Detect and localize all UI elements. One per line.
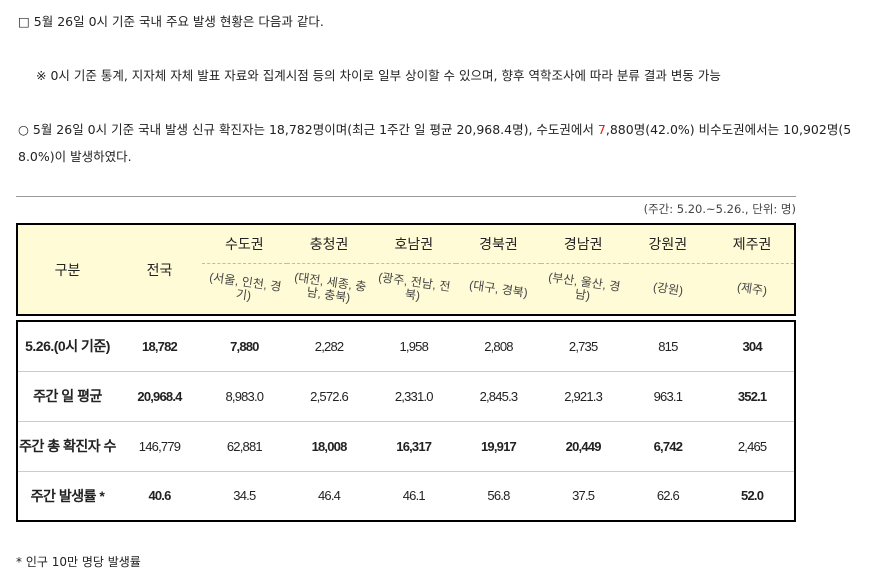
cell-total: 18,782 <box>142 338 178 354</box>
header-total: 전국 <box>117 224 202 315</box>
header-subregion: (대구, 경북) <box>456 263 541 315</box>
table-row: 5.26.(0시 기준) 18,782 7,880 2,282 1,958 2,… <box>17 321 795 371</box>
cell: 2,808 <box>484 338 513 354</box>
cell: 2,921.3 <box>540 370 626 421</box>
header-subregion: (대전, 세종, 충남, 충북) <box>286 263 372 315</box>
cell: 52.0 <box>710 470 795 521</box>
header-subregion: (제주) <box>710 263 795 315</box>
row-label: 주간 발생률 * <box>17 470 117 521</box>
cell: 963.1 <box>625 370 711 421</box>
cell: 1,958 <box>399 338 429 354</box>
cell: 20,449 <box>540 420 626 471</box>
cell: 2,282 <box>314 338 344 354</box>
row-label: 주간 총 확진자 수 <box>17 420 117 471</box>
cell: 16,317 <box>371 420 457 471</box>
cell: 352.1 <box>710 370 795 421</box>
cell: 2,572.6 <box>286 370 372 421</box>
cell: 37.5 <box>540 470 626 521</box>
cell: 8,983.0 <box>202 370 287 421</box>
cell: 46.4 <box>286 470 372 521</box>
header-region: 수도권 <box>202 224 287 264</box>
cell: 56.8 <box>456 470 541 521</box>
summary-line: □ 5월 26일 0시 기준 국내 주요 발생 현황은 다음과 같다. <box>18 14 324 29</box>
table-row: 주간 발생률 * 40.6 34.5 46.4 46.1 56.8 37.5 6… <box>17 470 795 521</box>
detail-text-b: ,880명(42.0%) 비수도권에서는 10,902명(5 <box>605 122 852 137</box>
table-body: 5.26.(0시 기준) 18,782 7,880 2,282 1,958 2,… <box>17 321 795 521</box>
cell: 2,465 <box>710 420 795 471</box>
disclaimer-line: ※ 0시 기준 통계, 지자체 자체 발표 자료와 집계시점 등의 차이로 일부… <box>36 68 721 83</box>
header-region: 제주권 <box>710 224 795 264</box>
section-divider <box>16 196 796 197</box>
detail-line: ○ 5월 26일 0시 기준 국내 발생 신규 확진자는 18,782명이며(최… <box>18 119 851 141</box>
row-label: 5.26.(0시 기준) <box>25 338 110 355</box>
cell: 815 <box>658 338 678 354</box>
row-label: 주간 일 평균 <box>17 370 117 421</box>
cell: 46.1 <box>371 470 457 521</box>
header-category: 구분 <box>17 224 117 315</box>
cell: 6,742 <box>625 420 711 471</box>
header-region: 충청권 <box>286 224 372 264</box>
header-subregion: (광주, 전남, 전북) <box>371 263 457 315</box>
cell-total: 20,968.4 <box>117 370 202 421</box>
detail-line-cont: 8.0%)이 발생하였다. <box>18 149 132 164</box>
header-subregion: (서울, 인천, 경기) <box>202 263 287 315</box>
footnote: * 인구 10만 명당 발생률 <box>16 555 141 569</box>
header-region: 호남권 <box>371 224 457 264</box>
cell: 62,881 <box>202 420 287 471</box>
cell: 2,845.3 <box>456 370 541 421</box>
table-header: 구분 전국 수도권 충청권 호남권 경북권 경남권 강원권 제주권 (서울, 인… <box>17 224 795 315</box>
cell: 7,880 <box>230 338 259 354</box>
cell: 304 <box>742 338 762 354</box>
header-subregion: (강원) <box>625 263 711 315</box>
detail-highlight: 7 <box>597 122 606 137</box>
cases-table: 구분 전국 수도권 충청권 호남권 경북권 경남권 강원권 제주권 (서울, 인… <box>16 223 796 522</box>
cell: 62.6 <box>625 470 711 521</box>
table-row: 주간 총 확진자 수 146,779 62,881 18,008 16,317 … <box>17 420 795 471</box>
header-region: 경북권 <box>456 224 541 264</box>
header-region: 경남권 <box>540 224 626 264</box>
cell: 18,008 <box>286 420 372 471</box>
cell-total: 146,779 <box>117 420 202 471</box>
cell: 19,917 <box>456 420 541 471</box>
header-subregion: (부산, 울산, 경남) <box>540 263 626 315</box>
cell: 34.5 <box>202 470 287 521</box>
table-row: 주간 일 평균 20,968.4 8,983.0 2,572.6 2,331.0… <box>17 370 795 421</box>
header-region: 강원권 <box>625 224 711 264</box>
unit-note: (주간: 5.20.~5.26., 단위: 명) <box>643 202 796 216</box>
cell-total: 40.6 <box>117 470 202 521</box>
cell: 2,331.0 <box>371 370 457 421</box>
cell: 2,735 <box>568 338 598 354</box>
detail-text-a: ○ 5월 26일 0시 기준 국내 발생 신규 확진자는 18,782명이며(최… <box>18 122 598 137</box>
